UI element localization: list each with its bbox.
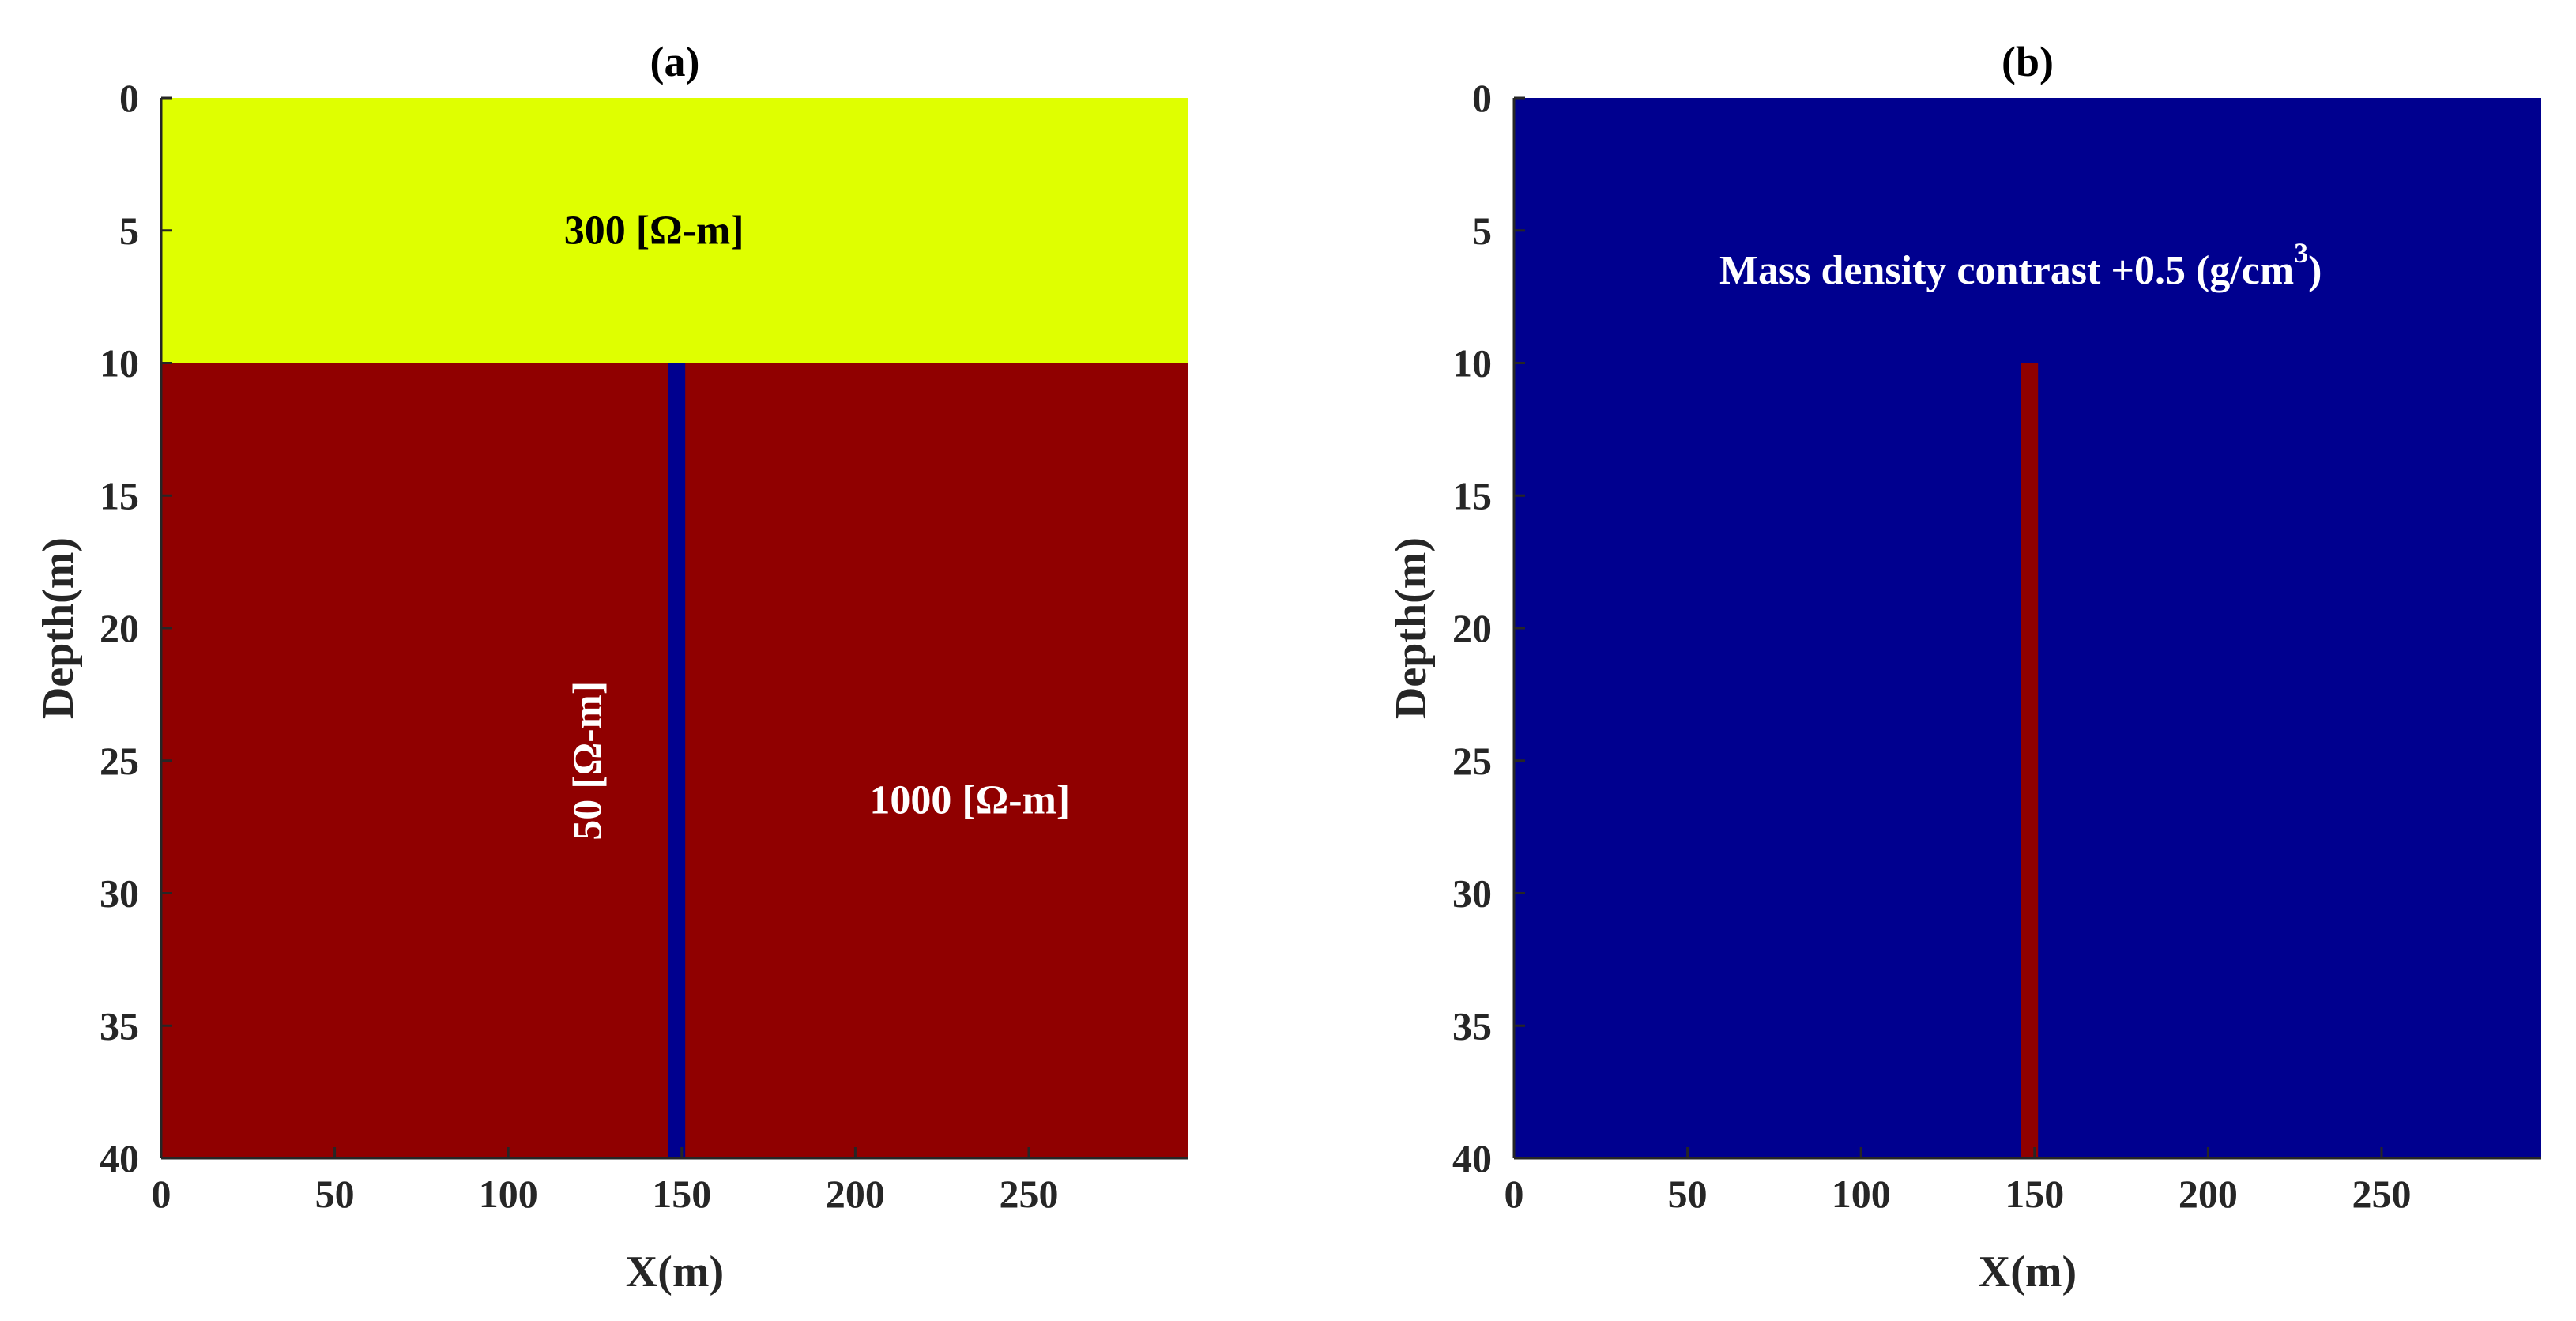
annotation-label: Mass density contrast +0.5 (g/cm3) bbox=[1719, 237, 2322, 293]
annotation-label: 300 [Ω-m] bbox=[564, 208, 744, 253]
x-tick-label: 50 bbox=[1668, 1172, 1708, 1216]
y-tick-label: 10 bbox=[100, 341, 139, 386]
x-tick-label: 100 bbox=[479, 1172, 538, 1216]
y-tick-label: 0 bbox=[119, 76, 139, 120]
y-tick-label: 35 bbox=[100, 1003, 139, 1048]
annotation-label: 50 [Ω-m] bbox=[566, 681, 611, 841]
x-tick-label: 50 bbox=[315, 1172, 355, 1216]
panel-a: 0 5 10 15 20 25 30 35 40 0 50 100 150 200 250 (a) X(m) De… bbox=[34, 38, 1188, 1297]
y-tick-label: 15 bbox=[100, 473, 139, 517]
y-tick-label: 30 bbox=[1452, 871, 1492, 916]
y-tick-label: 25 bbox=[1452, 739, 1492, 783]
y-tick-label: 10 bbox=[1452, 341, 1492, 386]
x-tick-label: 0 bbox=[152, 1172, 171, 1216]
region-dyke bbox=[2021, 363, 2039, 1158]
y-tick-label: 20 bbox=[1452, 606, 1492, 650]
chart-title: (a) bbox=[650, 38, 700, 85]
y-tick-label: 20 bbox=[100, 606, 139, 650]
y-tick-label: 5 bbox=[1472, 209, 1492, 253]
panel-b: 0 5 10 15 20 25 30 35 40 0 50 100 150 200 250 (b) X(m) De… bbox=[1387, 38, 2541, 1297]
y-tick-label: 25 bbox=[100, 739, 139, 783]
y-tick-label: 35 bbox=[1452, 1003, 1492, 1048]
y-axis-label: Depth(m) bbox=[1387, 537, 1436, 719]
chart-title: (b) bbox=[2002, 38, 2054, 85]
x-tick-label: 250 bbox=[999, 1172, 1058, 1216]
x-axis-label: X(m) bbox=[1979, 1248, 2077, 1297]
y-tick-label: 40 bbox=[100, 1136, 139, 1180]
x-tick-label: 100 bbox=[1832, 1172, 1891, 1216]
region-upper-layer bbox=[161, 98, 1188, 363]
x-tick-label: 150 bbox=[652, 1172, 711, 1216]
y-tick-label: 40 bbox=[1452, 1136, 1492, 1180]
annotation-label: 1000 [Ω-m] bbox=[869, 778, 1070, 823]
y-tick-label: 15 bbox=[1452, 473, 1492, 517]
y-axis-label: Depth(m) bbox=[34, 537, 83, 719]
y-tick-label: 5 bbox=[119, 209, 139, 253]
y-tick-label: 30 bbox=[100, 871, 139, 916]
x-axis-label: X(m) bbox=[626, 1248, 724, 1297]
x-tick-label: 150 bbox=[2005, 1172, 2064, 1216]
y-tick-label: 0 bbox=[1472, 76, 1492, 120]
region-dyke bbox=[668, 363, 686, 1158]
x-tick-label: 0 bbox=[1505, 1172, 1524, 1216]
x-tick-label: 250 bbox=[2352, 1172, 2411, 1216]
x-tick-label: 200 bbox=[826, 1172, 885, 1216]
x-tick-label: 200 bbox=[2179, 1172, 2238, 1216]
